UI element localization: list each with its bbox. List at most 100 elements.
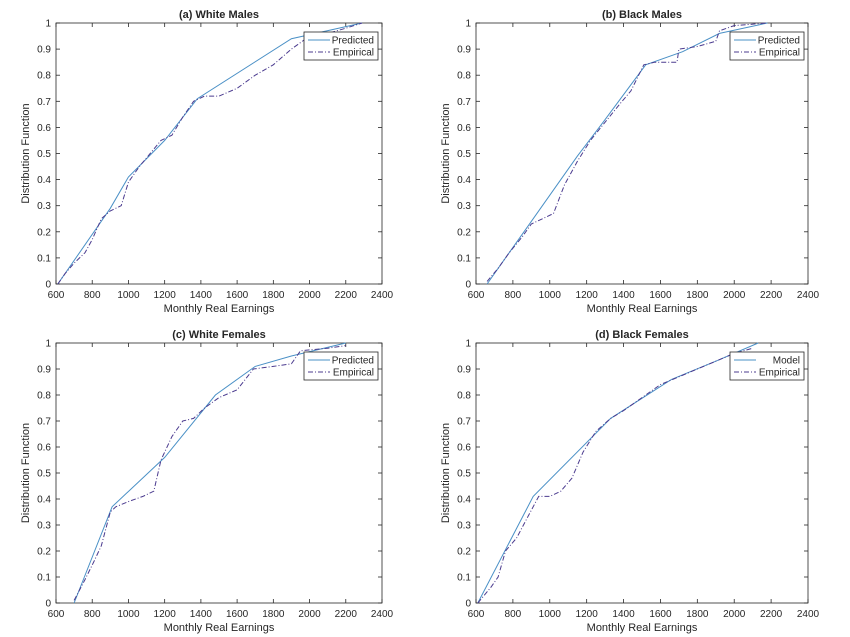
- y-axis-label: Distribution Function: [440, 423, 452, 523]
- y-tick-label: 0.3: [37, 201, 51, 212]
- y-tick-label: 1: [45, 339, 51, 350]
- chart-panel-3: 600 800 1000 1200 1400 1600 1800 2000 2200 2400 0 0…: [20, 329, 394, 634]
- series-line-predicted: [73, 342, 346, 604]
- y-tick-label: 0.8: [37, 391, 51, 402]
- x-tick-label: 1200: [576, 290, 599, 301]
- y-tick-label: 0.3: [457, 201, 471, 212]
- x-tick-label: 2200: [335, 290, 358, 301]
- y-tick-label: 0.7: [37, 417, 51, 428]
- y-tick-label: 0.6: [37, 443, 51, 454]
- y-tick-label: 0.5: [37, 149, 51, 160]
- x-tick-label: 1600: [649, 290, 672, 301]
- x-tick-label: 1600: [226, 290, 249, 301]
- y-tick-label: 0: [45, 280, 51, 291]
- x-tick-label: 1800: [686, 609, 709, 620]
- x-axis-label: Monthly Real Earnings: [587, 303, 698, 315]
- series-line-model: [477, 342, 759, 604]
- x-axis-label: Monthly Real Earnings: [164, 303, 275, 315]
- legend-box: [729, 31, 805, 61]
- legend-label: Predicted: [332, 36, 374, 47]
- x-tick-label: 1000: [117, 609, 140, 620]
- y-tick-label: 0.4: [37, 495, 51, 506]
- y-tick-label: 0.7: [457, 417, 471, 428]
- legend-label: Empirical: [333, 368, 374, 379]
- x-tick-label: 600: [468, 609, 485, 620]
- x-tick-label: 600: [48, 290, 65, 301]
- y-tick-label: 0.1: [37, 573, 51, 584]
- legend-box: [303, 351, 379, 381]
- x-tick-label: 600: [468, 290, 485, 301]
- x-tick-label: 2200: [760, 290, 783, 301]
- x-tick-label: 2000: [298, 609, 321, 620]
- y-tick-label: 0: [45, 599, 51, 610]
- x-tick-label: 1000: [117, 290, 140, 301]
- plot-area: [475, 22, 809, 285]
- y-tick-label: 1: [465, 19, 471, 30]
- x-tick-label: 1000: [539, 609, 562, 620]
- y-tick-label: 0.1: [457, 573, 471, 584]
- legend-label: Predicted: [758, 36, 800, 47]
- x-tick-label: 1600: [649, 609, 672, 620]
- x-tick-label: 800: [84, 609, 101, 620]
- x-tick-label: 2400: [797, 609, 820, 620]
- y-tick-label: 0.4: [37, 175, 51, 186]
- y-tick-label: 0.6: [457, 443, 471, 454]
- legend-label: Predicted: [332, 356, 374, 367]
- x-tick-label: 1800: [262, 609, 285, 620]
- y-tick-label: 0.5: [457, 469, 471, 480]
- y-tick-label: 0.6: [37, 123, 51, 134]
- plot-area: [475, 342, 809, 604]
- y-tick-label: 0.7: [457, 97, 471, 108]
- y-tick-label: 0.5: [37, 469, 51, 480]
- legend-label: Empirical: [759, 368, 800, 379]
- y-tick-label: 0.5: [457, 149, 471, 160]
- y-tick-label: 0.2: [457, 547, 471, 558]
- x-tick-label: 2400: [371, 290, 394, 301]
- legend-label: Empirical: [759, 48, 800, 59]
- x-tick-label: 1400: [612, 609, 635, 620]
- y-axis-label: Distribution Function: [20, 423, 32, 523]
- y-tick-label: 0.1: [37, 253, 51, 264]
- chart-panel-4: 600 800 1000 1200 1400 1600 1800 2000 2200 2400 0 0…: [440, 329, 820, 634]
- y-tick-label: 0: [465, 280, 471, 291]
- x-tick-label: 1400: [190, 290, 213, 301]
- x-tick-label: 800: [84, 290, 101, 301]
- y-axis-label: Distribution Function: [20, 103, 32, 203]
- chart-title: (b) Black Males: [602, 9, 682, 21]
- x-tick-label: 800: [505, 609, 522, 620]
- x-axis-label: Monthly Real Earnings: [587, 622, 698, 634]
- x-tick-label: 1800: [262, 290, 285, 301]
- plot-area: [55, 342, 383, 604]
- x-axis-label: Monthly Real Earnings: [164, 622, 275, 634]
- x-tick-label: 1000: [539, 290, 562, 301]
- x-tick-label: 2200: [760, 609, 783, 620]
- x-tick-label: 1200: [154, 290, 177, 301]
- legend-box: [729, 351, 805, 381]
- y-tick-label: 0.2: [37, 547, 51, 558]
- y-tick-label: 0.8: [457, 71, 471, 82]
- y-tick-label: 0.9: [457, 45, 471, 56]
- y-tick-label: 0.3: [457, 521, 471, 532]
- y-tick-label: 0.8: [37, 71, 51, 82]
- x-tick-label: 2200: [335, 609, 358, 620]
- x-tick-label: 1200: [154, 609, 177, 620]
- series-line-empirical: [57, 22, 363, 285]
- x-tick-label: 2000: [723, 290, 746, 301]
- legend-label: Model: [773, 356, 800, 367]
- legend-label: Empirical: [333, 48, 374, 59]
- plot-area: [55, 22, 383, 285]
- series-line-empirical: [486, 22, 768, 282]
- y-tick-label: 0.4: [457, 175, 471, 186]
- x-tick-label: 600: [48, 609, 65, 620]
- chart-title: (c) White Females: [172, 329, 266, 341]
- y-tick-label: 0.6: [457, 123, 471, 134]
- x-tick-label: 2000: [723, 609, 746, 620]
- y-tick-label: 0.2: [37, 227, 51, 238]
- x-tick-label: 800: [505, 290, 522, 301]
- chart-title: (a) White Males: [179, 9, 259, 21]
